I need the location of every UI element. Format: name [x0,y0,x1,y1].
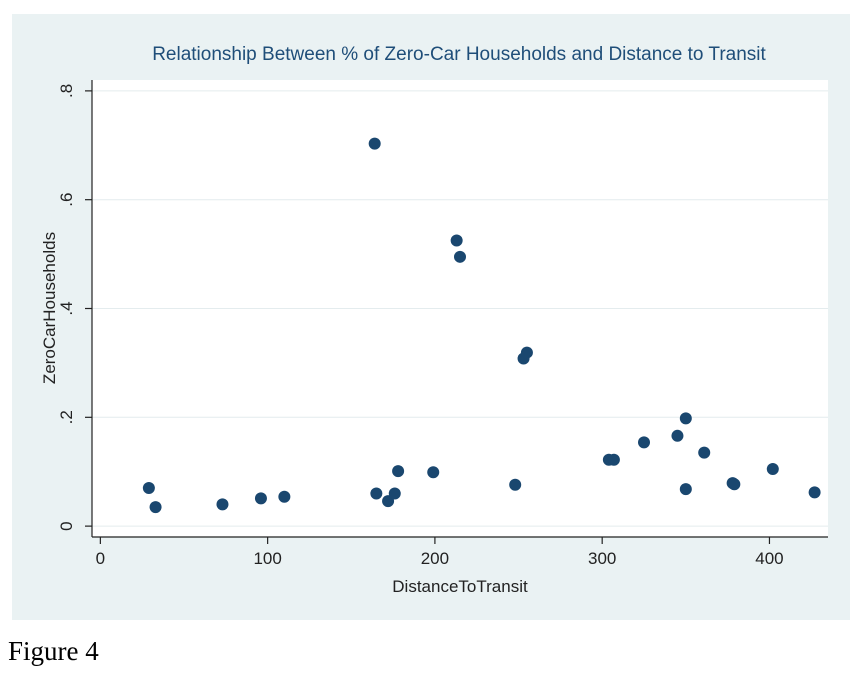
data-point [278,490,291,503]
data-point [450,234,463,247]
y-tick-label: .2 [57,410,76,424]
data-point [142,482,155,495]
x-tick-label: 0 [96,549,105,568]
data-point [254,492,267,505]
data-point [728,478,741,491]
data-point [427,466,440,479]
data-point [509,478,522,491]
data-point [679,483,692,496]
x-tick-label: 100 [253,549,281,568]
data-point [638,436,650,449]
y-tick-label: .4 [57,301,76,315]
data-point [216,498,229,511]
data-point [388,487,401,500]
gridlines [92,90,828,527]
x-tick-label: 300 [588,549,616,568]
data-point [392,465,405,478]
data-point [766,462,779,475]
y-axis-label: ZeroCarHouseholds [40,232,59,384]
data-points [142,137,821,514]
y-tick-label: .6 [57,193,76,207]
data-point [679,412,692,425]
data-point [370,487,383,500]
data-point [454,250,466,263]
x-tick-label: 400 [755,549,783,568]
chart-title: Relationship Between % of Zero-Car House… [152,44,766,65]
x-tick-label: 200 [421,549,449,568]
data-point [808,486,821,499]
y-tick-label: 0 [57,521,76,530]
y-axis-ticks: 0 .2 .4 .6 .8 [57,84,92,531]
data-point [698,446,711,459]
data-point [149,501,162,514]
y-tick-label: .8 [57,84,76,98]
data-point [607,453,620,466]
figure-caption: Figure 4 [8,636,99,666]
x-axis-label: DistanceToTransit [392,577,528,596]
data-point [671,429,684,442]
data-point [520,346,533,359]
x-axis-ticks: 0 100 200 300 400 [96,537,784,568]
data-point [368,137,381,150]
